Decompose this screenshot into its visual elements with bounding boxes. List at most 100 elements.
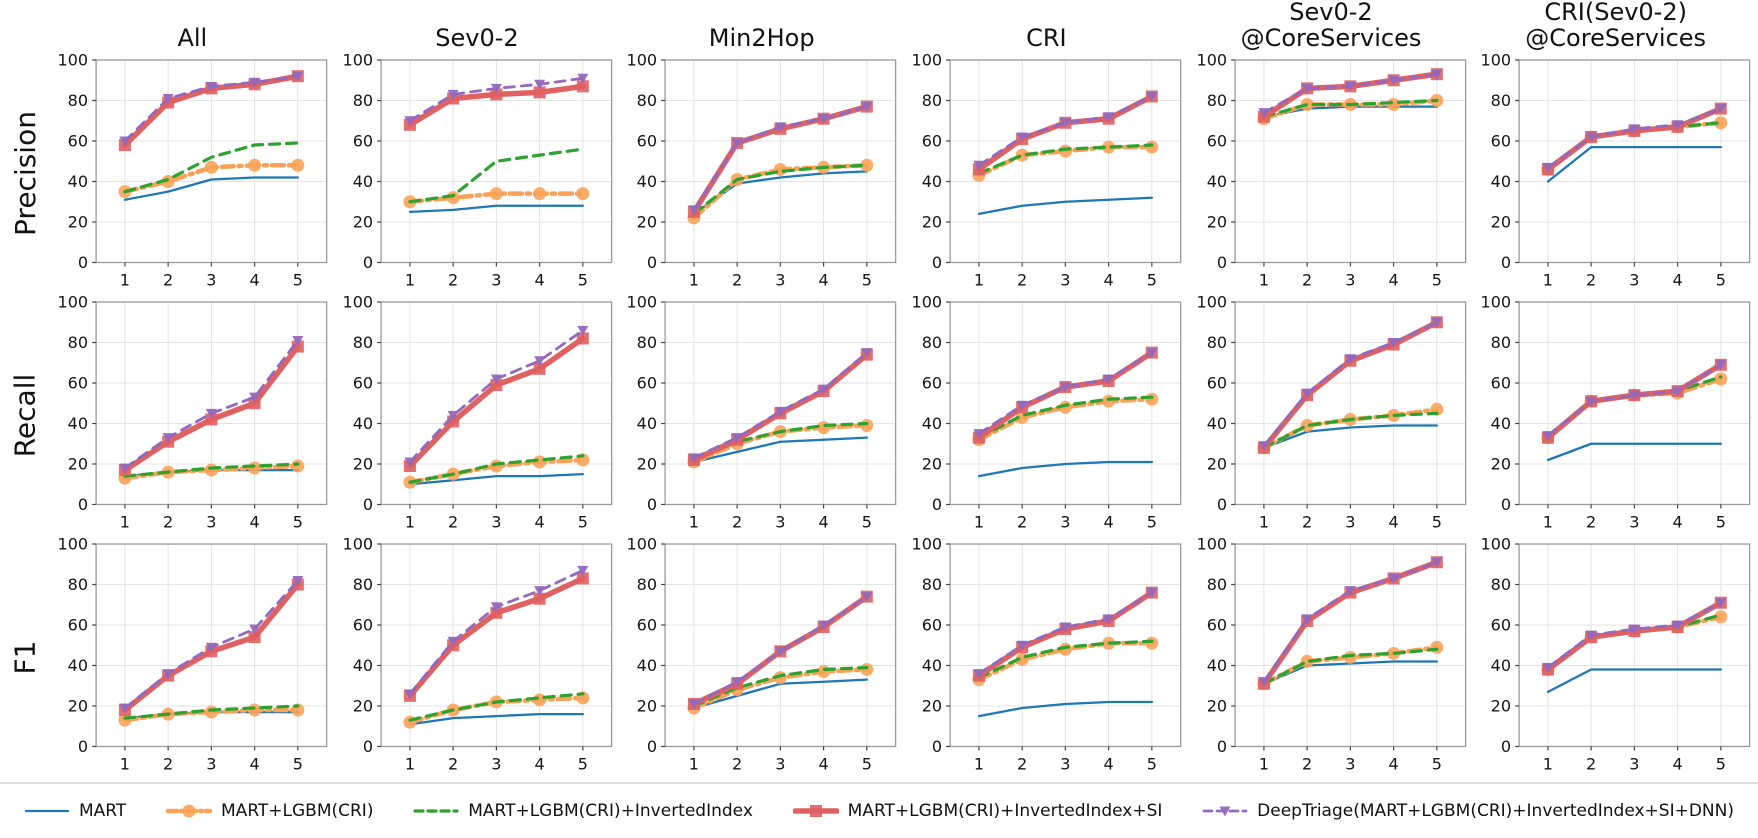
triangle-down-marker — [861, 592, 873, 603]
y-tick-label: 20 — [922, 213, 942, 232]
x-tick-label: 3 — [1630, 271, 1640, 290]
legend-swatch-icon — [1202, 806, 1248, 817]
y-tick-label: 80 — [1491, 333, 1511, 352]
y-tick-label: 60 — [922, 616, 942, 635]
y-tick-label: 60 — [1491, 616, 1511, 635]
x-tick-label: 3 — [1060, 513, 1070, 532]
data-line — [977, 700, 1154, 718]
triangle-down-marker — [576, 565, 589, 576]
data-line — [977, 196, 1154, 216]
chart-panel: 0 20 40 60 80 100 1 2 3 4 5 — [50, 536, 335, 779]
y-tick-label: 80 — [1491, 91, 1511, 110]
y-tick-label: 60 — [352, 616, 372, 635]
y-tick-label: 40 — [1206, 172, 1226, 191]
triangle-down-marker — [1103, 112, 1115, 123]
x-tick-label: 4 — [1388, 513, 1398, 532]
x-tick-label: 5 — [293, 513, 303, 532]
y-tick-label: 60 — [922, 374, 942, 393]
x-tick-label: 5 — [1147, 513, 1157, 532]
y-tick-label: 40 — [68, 656, 88, 675]
column-title: CRI(Sev0-2) @CoreServices — [1525, 0, 1707, 52]
square-marker — [576, 80, 589, 93]
circle-marker — [860, 419, 874, 433]
triangle-down-marker — [1715, 360, 1727, 371]
y-tick-label: 40 — [922, 656, 942, 675]
y-tick-label: 60 — [1206, 132, 1226, 151]
y-tick-label: 20 — [68, 213, 88, 232]
x-tick-label: 5 — [1431, 271, 1441, 290]
data-line — [408, 472, 584, 486]
x-tick-label: 4 — [1388, 755, 1398, 774]
x-tick-label: 2 — [163, 755, 173, 774]
legend-label: DeepTriage(MART+LGBM(CRI)+InvertedIndex+… — [1257, 801, 1734, 821]
y-tick-label: 20 — [637, 455, 657, 474]
data-line — [1262, 647, 1439, 686]
triangle-down-marker — [861, 348, 873, 359]
x-tick-label: 2 — [1586, 513, 1596, 532]
triangle-down-marker — [1258, 108, 1270, 119]
legend-item-mart: MART — [24, 800, 126, 822]
line-chart: 0 20 40 60 80 100 1 2 3 4 5 — [911, 536, 1182, 774]
triangle-down-marker — [292, 575, 304, 586]
triangle-down-marker — [1016, 400, 1028, 411]
triangle-down-marker — [818, 620, 830, 631]
line-chart: 0 20 40 60 80 100 1 2 3 4 5 — [627, 52, 897, 290]
data-line — [977, 95, 1154, 167]
triangle-down-marker — [490, 374, 502, 385]
x-tick-label: 4 — [534, 271, 544, 290]
circle-marker — [248, 461, 262, 475]
triangle-down-marker — [162, 93, 174, 105]
triangle-down-marker — [1103, 374, 1115, 385]
triangle-down-marker — [688, 699, 700, 710]
triangle-down-marker — [1387, 75, 1399, 86]
y-tick-label: 20 — [1206, 455, 1226, 474]
square-marker — [248, 397, 261, 410]
triangle-down-marker — [1219, 806, 1231, 817]
y-tick-label: 60 — [922, 132, 942, 151]
triangle-down-marker — [1629, 390, 1641, 401]
line-chart: 0 20 40 60 80 100 1 2 3 4 5 — [1196, 536, 1466, 774]
y-tick-label: 40 — [352, 656, 372, 675]
triangle-down-marker — [688, 453, 700, 464]
y-tick-label: 0 — [1501, 495, 1511, 514]
triangle-down-marker — [1715, 598, 1727, 609]
triangle-down-marker — [1672, 386, 1684, 397]
square-marker — [809, 805, 822, 817]
triangle-down-marker — [119, 136, 131, 147]
line-chart: 0 20 40 60 80 100 1 2 3 4 5 — [1481, 536, 1751, 774]
y-tick-label: 20 — [68, 697, 88, 716]
data-line — [977, 639, 1154, 680]
legend-item-deeptriage-mart-lgbm-cri-invertedindex-si-dnn: DeepTriage(MART+LGBM(CRI)+InvertedIndex+… — [1202, 800, 1734, 822]
x-tick-label: 5 — [862, 513, 872, 532]
y-tick-label: 60 — [637, 132, 657, 151]
legend-item-mart-lgbm-cri-invertedindex-si: MART+LGBM(CRI)+InvertedIndex+SI — [792, 800, 1162, 822]
y-tick-label: 20 — [352, 697, 372, 716]
triangle-down-marker — [1016, 132, 1028, 143]
triangle-down-marker — [861, 102, 873, 113]
x-tick-label: 2 — [1586, 755, 1596, 774]
legend-swatch-icon — [792, 805, 839, 817]
y-tick-label: 100 — [342, 294, 373, 312]
y-tick-label: 60 — [352, 374, 372, 393]
y-tick-label: 0 — [363, 737, 373, 756]
triangle-down-marker — [533, 79, 545, 90]
x-tick-label: 4 — [1673, 271, 1683, 290]
y-tick-label: 100 — [342, 536, 373, 554]
triangle-down-marker — [205, 408, 217, 419]
data-line — [977, 351, 1154, 436]
y-tick-label: 80 — [1206, 91, 1226, 110]
y-tick-label: 100 — [627, 294, 658, 312]
y-tick-label: 60 — [1206, 616, 1226, 635]
legend-swatch-icon — [413, 809, 459, 813]
y-tick-label: 20 — [637, 697, 657, 716]
triangle-down-marker — [1585, 132, 1597, 143]
legend-swatch-icon — [166, 804, 213, 818]
x-tick-label: 5 — [577, 755, 587, 774]
triangle-down-marker — [775, 646, 787, 657]
x-tick-label: 5 — [1431, 755, 1441, 774]
column-title: CRI — [1026, 23, 1067, 52]
triangle-down-marker — [447, 410, 459, 421]
triangle-down-marker — [731, 433, 743, 444]
triangle-down-marker — [119, 463, 131, 474]
